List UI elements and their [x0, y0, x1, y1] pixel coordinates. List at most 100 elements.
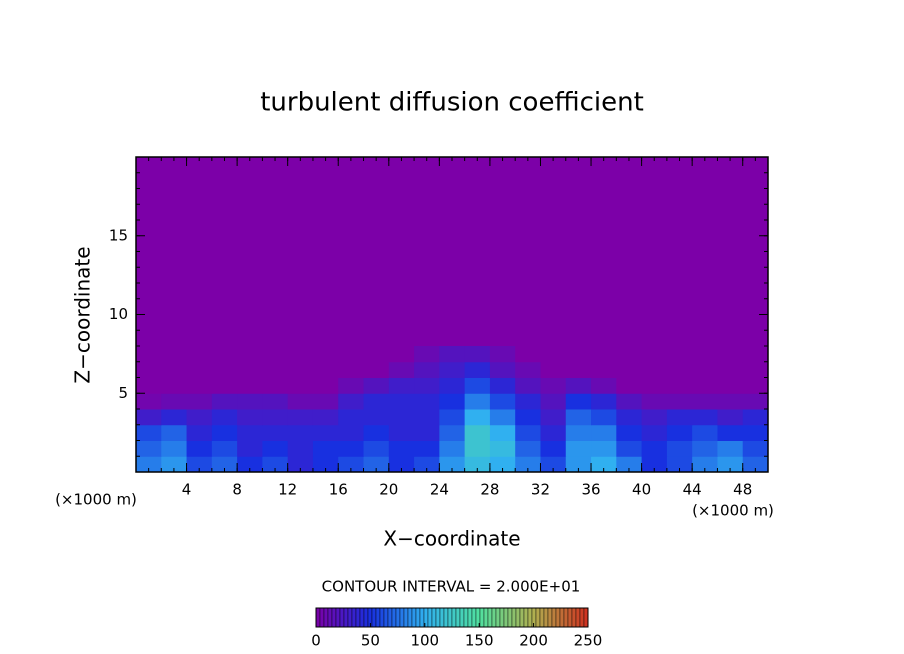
colorbar-cell — [351, 607, 357, 628]
heat-cell — [666, 409, 693, 426]
colorbar-cell — [339, 607, 345, 628]
colorbar-cell — [479, 607, 485, 628]
x-unit-label: (×1000 m) — [55, 491, 137, 509]
colorbar-cell — [323, 607, 329, 628]
contour-interval: CONTOUR INTERVAL = 2.000E+01 — [322, 578, 581, 596]
heat-cell — [237, 377, 263, 394]
heat-cell — [439, 424, 466, 441]
heat-cell — [540, 361, 567, 378]
heat-cell — [262, 377, 289, 394]
heat-cell — [161, 440, 188, 457]
heat-cell — [489, 377, 516, 394]
heat-cell — [666, 440, 693, 457]
heat-cell — [464, 377, 491, 394]
heat-cell — [565, 393, 592, 410]
heat-cell — [540, 440, 567, 457]
heat-cell — [464, 440, 491, 457]
heat-cell — [388, 346, 415, 363]
colorbar-cell — [495, 607, 501, 628]
heat-cell — [161, 346, 188, 363]
colorbar-cell — [371, 607, 377, 628]
heat-cell — [515, 409, 541, 426]
heat-cell — [312, 377, 339, 394]
heat-cell — [388, 456, 415, 473]
heat-cell — [565, 377, 592, 394]
heat-cell — [136, 346, 162, 363]
colorbar-tick-label: 150 — [465, 632, 494, 650]
heat-cell — [287, 361, 314, 378]
heat-cell — [515, 393, 541, 410]
heat-cell — [565, 424, 592, 441]
heat-cell — [338, 409, 365, 426]
heat-cell — [136, 440, 162, 457]
colorbar-cell — [523, 607, 529, 628]
colorbar-cell — [439, 607, 445, 628]
heat-cell — [388, 361, 415, 378]
heat-cell — [312, 456, 339, 473]
heat-cell — [692, 346, 718, 363]
heat-cell — [287, 440, 314, 457]
heat-cell — [439, 377, 466, 394]
colorbar-cell — [331, 607, 337, 628]
heat-cell — [186, 424, 213, 441]
heat-cell — [287, 424, 314, 441]
x-tick-label: 28 — [480, 481, 499, 499]
heat-cell — [161, 409, 188, 426]
heat-cell — [211, 393, 238, 410]
heat-cell — [666, 346, 693, 363]
colorbar-cell — [407, 607, 413, 628]
colorbar-cell — [543, 607, 549, 628]
heat-cell — [287, 409, 314, 426]
colorbar-cell — [435, 607, 441, 628]
x-tick-label: 36 — [581, 481, 600, 499]
heat-cell — [591, 361, 617, 378]
heat-cell — [591, 393, 617, 410]
heat-cell — [414, 361, 440, 378]
heat-cell — [515, 456, 541, 473]
heat-cell — [641, 456, 668, 473]
heat-cell — [414, 377, 440, 394]
x-axis-label: X−coordinate — [383, 527, 520, 551]
heat-cell — [388, 393, 415, 410]
colorbar-cell — [415, 607, 421, 628]
colorbar-cell — [527, 607, 533, 628]
heat-cell — [136, 393, 162, 410]
heat-cell — [338, 393, 365, 410]
colorbar-cell — [327, 607, 333, 628]
colorbar-cell — [379, 607, 385, 628]
heat-cell — [565, 346, 592, 363]
colorbar-cell — [575, 607, 581, 628]
heat-cell — [363, 361, 390, 378]
heat-cell — [641, 409, 668, 426]
heat-cell — [262, 456, 289, 473]
heat-cell — [692, 456, 718, 473]
heat-cell — [338, 456, 365, 473]
heat-cell — [641, 361, 668, 378]
heat-cell — [489, 440, 516, 457]
colorbar-cell — [483, 607, 489, 628]
x-tick-label: 8 — [232, 481, 242, 499]
heat-cell — [666, 393, 693, 410]
heat-cell — [515, 424, 541, 441]
heat-cell — [565, 409, 592, 426]
heat-cell — [742, 393, 769, 410]
heat-cell — [717, 361, 744, 378]
heat-cell — [414, 409, 440, 426]
colorbar-cell — [515, 607, 521, 628]
x-tick-label: 44 — [683, 481, 702, 499]
heat-cell — [237, 440, 263, 457]
heat-cell — [262, 346, 289, 363]
heat-cell — [489, 424, 516, 441]
x-tick-label: 12 — [278, 481, 297, 499]
heat-cell — [136, 361, 162, 378]
heat-cell — [464, 361, 491, 378]
heat-cell — [161, 393, 188, 410]
colorbar-cell — [571, 607, 577, 628]
heat-cell — [363, 424, 390, 441]
colorbar-cell — [459, 607, 465, 628]
colorbar-cell — [519, 607, 525, 628]
colorbar-cell — [451, 607, 457, 628]
heat-cell — [439, 346, 466, 363]
x-tick-label: 16 — [329, 481, 348, 499]
heat-cell — [312, 440, 339, 457]
